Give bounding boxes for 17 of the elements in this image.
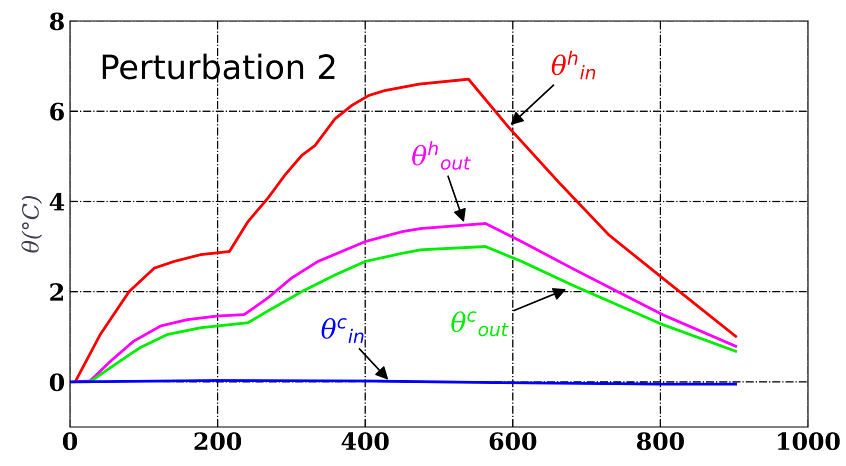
x-tick-label: 200 [194, 432, 242, 450]
annotation: Perturbation 2 [102, 54, 334, 80]
x-tick-label: 800 [636, 432, 684, 450]
text: θ$^{h}$$_{in}$ [552, 50, 596, 80]
x-tick-label: 400 [342, 432, 389, 450]
y-tick-label: 2 [50, 283, 64, 301]
y-axis-title: θ(°C) [21, 196, 42, 253]
x-tick-label: 600 [490, 432, 536, 450]
y-tick-label: 4 [50, 192, 64, 210]
x-tick-label: 0 [62, 432, 78, 450]
y-tick-label: 6 [50, 102, 64, 121]
x-tick-label: 1000 [778, 432, 840, 450]
y-tick-label: 0 [50, 373, 64, 392]
y-tick-label: 8 [50, 12, 64, 30]
series-label: θ$^{c}$$_{out}$ [451, 311, 509, 336]
series-label: θ$^{c}$$_{in}$ [322, 318, 364, 343]
text: θ$^{h}$$_{out}$ [412, 141, 471, 170]
